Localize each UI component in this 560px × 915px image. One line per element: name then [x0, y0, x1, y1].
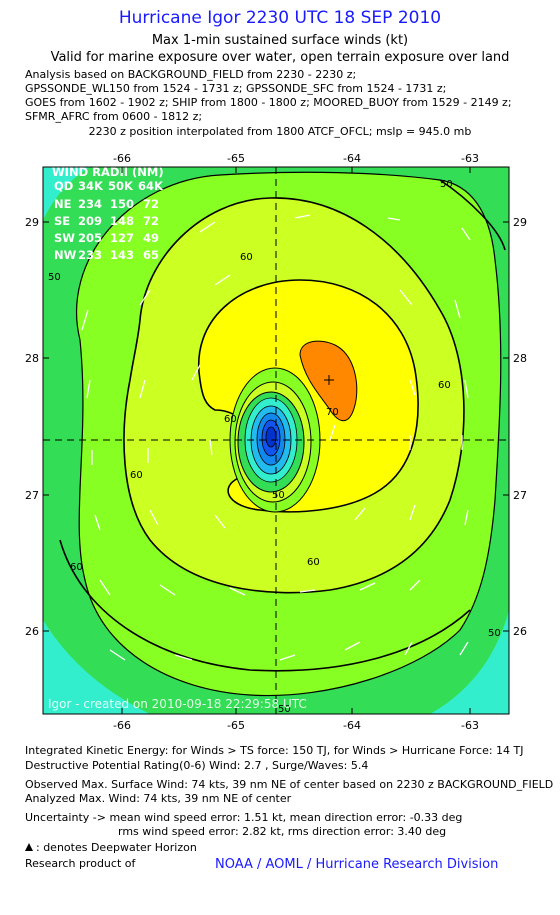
wind-contour-field: 50 60 60 60 70 60 50 60 50 60 50 50 WIND… [43, 165, 509, 715]
wind-radii-cell: 72 [143, 214, 159, 228]
analysis-line-3: GOES from 1602 - 1902 z; SHIP from 1800 … [25, 96, 512, 109]
y-tick-label: 28 [25, 352, 39, 365]
contour-label: 50 [48, 272, 61, 283]
x-tick-label: -66 [113, 719, 131, 730]
x-tick-label: -63 [461, 719, 479, 730]
max-wind-marker [324, 375, 334, 385]
field-corner-nw [43, 167, 90, 220]
x-tick-label: -64 [343, 152, 361, 165]
wind-radii-cell: NE [54, 197, 72, 211]
y-tick-labels-right: 29 28 27 26 [513, 216, 527, 638]
deepwater-legend-text: : denotes Deepwater Horizon [36, 841, 197, 854]
wind-radii-col-50k: 50K [108, 179, 134, 193]
y-tick-label: 26 [25, 625, 39, 638]
wind-arrows [81, 214, 471, 661]
chart-title: Hurricane Igor 2230 UTC 18 SEP 2010 [118, 8, 442, 28]
observed-max-wind: Observed Max. Surface Wind: 74 kts, 39 n… [25, 778, 554, 791]
y-tick-labels-left: 29 28 27 26 [25, 216, 39, 638]
analyzed-max-wind: Analyzed Max. Wind: 74 kts, 39 nm NE of … [25, 792, 292, 805]
map-credit: Igor - created on 2010-09-18 22:29:58 UT… [48, 697, 307, 711]
wind-radii-cell: SW [54, 231, 75, 245]
contour-50-ne [439, 179, 506, 251]
analysis-line-1: Analysis based on BACKGROUND_FIELD from … [25, 68, 357, 81]
wind-radii-cell: 65 [143, 248, 159, 262]
x-tick-labels-top: -66 -65 -64 -63 [113, 152, 479, 165]
x-tick-label: -65 [227, 152, 245, 165]
x-tick-labels-bottom: -66 -65 -64 -63 [113, 719, 479, 730]
y-tick-label: 29 [513, 216, 527, 229]
wind-radii-col-64k: 64K [138, 179, 164, 193]
wind-radii-cell: 209 [78, 214, 102, 228]
research-product-label: Research product of [25, 857, 136, 870]
plot-frame [42, 166, 510, 715]
wind-field-map: 50 60 60 60 70 60 50 60 50 60 50 50 WIND… [25, 152, 527, 730]
wind-radii-table: WIND RADII (NM) QD 34K 50K 64K NE 234 15… [52, 165, 164, 262]
wind-radii-cell: 127 [110, 231, 134, 245]
y-tick-label: 27 [25, 489, 39, 502]
x-tick-label: -65 [227, 719, 245, 730]
x-tick-label: -63 [461, 152, 479, 165]
contour-label: 60 [70, 562, 83, 573]
analysis-line-4: SFMR_AFRC from 0600 - 1812 z; [25, 110, 203, 123]
uncertainty-line-1: Uncertainty -> mean wind speed error: 1.… [25, 811, 463, 824]
y-tick-label: 27 [513, 489, 527, 502]
contour-label: 50 [440, 179, 453, 190]
ike-line: Integrated Kinetic Energy: for Winds > T… [25, 744, 524, 757]
contour-label: 60 [224, 414, 237, 425]
wind-radii-cell: 233 [78, 248, 102, 262]
wind-radii-cell: 150 [110, 197, 134, 211]
wind-radii-cell: 143 [110, 248, 134, 262]
y-tick-label: 29 [25, 216, 39, 229]
wind-radii-col-quadrant: QD [54, 179, 73, 193]
wind-radii-cell: NW [54, 248, 77, 262]
y-tick-label: 26 [513, 625, 527, 638]
contour-label: 60 [307, 557, 320, 568]
field-corner-sw [43, 620, 150, 714]
contour-labels: 50 60 60 60 70 60 50 60 50 60 50 50 [48, 179, 501, 715]
wind-radii-cell: 148 [110, 214, 134, 228]
field-corner-se [430, 610, 509, 714]
noaa-credit: NOAA / AOML / Hurricane Research Divisio… [215, 857, 499, 872]
wind-radii-cell: SE [54, 214, 70, 228]
wind-radii-title: WIND RADII (NM) [52, 165, 164, 179]
analysis-line-2: GPSSONDE_WL150 from 1524 - 1731 z; GPSSO… [25, 82, 447, 95]
subtitle-exposure: Valid for marine exposure over water, op… [50, 50, 510, 65]
deepwater-legend: : denotes Deepwater Horizon [25, 841, 197, 854]
tick-marks [43, 167, 509, 714]
subtitle-max-winds: Max 1-min sustained surface winds (kt) [151, 33, 409, 48]
contour-label: 70 [326, 407, 339, 418]
contour-label: 50 [272, 490, 285, 501]
wind-radii-cell: 72 [143, 197, 159, 211]
wind-radii-cell: 205 [78, 231, 102, 245]
wind-radii-col-34k: 34K [78, 179, 104, 193]
contour-60-south [59, 539, 471, 672]
dpr-line: Destructive Potential Rating(0-6) Wind: … [25, 759, 369, 772]
deepwater-marker-icon [25, 843, 33, 851]
region-70kt [299, 340, 358, 422]
wind-radii-cell: 49 [143, 231, 159, 245]
eye-center [265, 426, 277, 448]
contour-label: 60 [240, 252, 253, 263]
x-tick-label: -66 [113, 152, 131, 165]
contour-label: 60 [438, 380, 451, 391]
position-line: 2230 z position interpolated from 1800 A… [88, 125, 472, 138]
x-tick-label: -64 [343, 719, 361, 730]
contour-label: 50 [278, 704, 291, 715]
contour-label: 60 [130, 470, 143, 481]
y-tick-label: 28 [513, 352, 527, 365]
uncertainty-line-2: rms wind speed error: 2.82 kt, rms direc… [118, 825, 447, 838]
contour-label: 50 [488, 628, 501, 639]
wind-radii-cell: 234 [78, 197, 102, 211]
